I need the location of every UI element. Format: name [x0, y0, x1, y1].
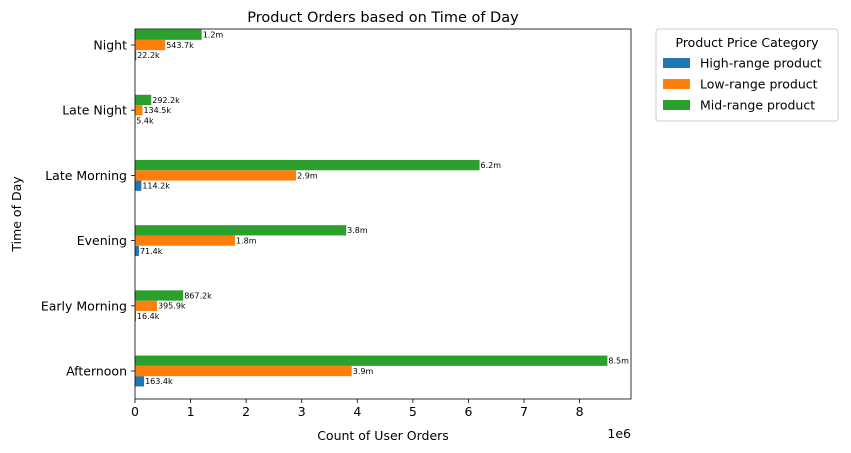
bar — [135, 290, 184, 301]
bar — [135, 180, 142, 191]
data-label: 543.7k — [166, 41, 194, 50]
x-offset-label: 1e6 — [607, 426, 631, 441]
data-label: 395.9k — [158, 302, 186, 311]
bar — [135, 376, 145, 387]
legend-swatch — [663, 100, 690, 110]
bar — [135, 300, 158, 311]
x-tick-label: 3 — [298, 404, 306, 419]
data-label: 134.5k — [143, 106, 171, 115]
data-label: 2.9m — [297, 171, 318, 180]
x-tick-label: 0 — [131, 404, 139, 419]
bar — [135, 355, 608, 366]
legend: Product Price Category High-range produc… — [655, 28, 839, 122]
x-tick-label: 6 — [464, 404, 472, 419]
bar — [135, 29, 202, 40]
x-tick-label: 4 — [353, 404, 361, 419]
bar — [135, 50, 137, 61]
data-label: 3.9m — [353, 367, 374, 376]
data-label: 867.2k — [184, 291, 212, 300]
y-tick-label: Evening — [77, 233, 127, 248]
y-tick-label: Late Night — [62, 103, 127, 118]
bar — [135, 94, 152, 106]
x-tick-label: 2 — [242, 404, 250, 419]
data-label: 5.4k — [136, 116, 154, 125]
legend-entry: Mid-range product — [700, 98, 815, 113]
x-axis-label: Count of User Orders — [317, 428, 449, 443]
x-tick-label: 7 — [520, 404, 528, 419]
x-tick-label: 1 — [187, 404, 195, 419]
y-axis-label: Time of Day — [9, 176, 24, 253]
data-label: 8.5m — [608, 357, 629, 366]
bar — [135, 105, 143, 116]
data-label: 114.2k — [142, 182, 170, 191]
data-label: 22.2k — [137, 51, 160, 60]
legend-swatch — [663, 58, 690, 68]
bar — [135, 245, 139, 257]
bar — [135, 235, 236, 246]
data-label: 3.8m — [347, 226, 368, 235]
y-tick-label: Afternoon — [66, 364, 127, 379]
plot-frame — [134, 28, 632, 400]
y-tick-label: Late Morning — [45, 168, 127, 183]
x-tick-label: 5 — [409, 404, 417, 419]
y-tick-label: Night — [93, 38, 127, 53]
legend-frame — [655, 28, 839, 122]
bar — [135, 225, 347, 236]
bar — [135, 159, 480, 171]
data-label: 6.2m — [481, 161, 502, 170]
data-label: 292.2k — [152, 96, 180, 105]
bar — [135, 39, 166, 51]
legend-entry: High-range product — [700, 56, 822, 71]
data-label: 1.2m — [203, 31, 224, 40]
chart-title: Product Orders based on Time of Day — [247, 10, 519, 26]
data-label: 16.4k — [137, 312, 160, 321]
legend-entry: Low-range product — [700, 77, 818, 92]
bar — [135, 365, 352, 377]
data-label: 163.4k — [145, 377, 173, 386]
data-label: 71.4k — [140, 247, 163, 256]
bar — [135, 310, 136, 322]
data-label: 1.8m — [236, 236, 257, 245]
legend-title: Product Price Category — [676, 35, 820, 50]
x-tick-label: 8 — [576, 404, 584, 419]
bar — [135, 170, 297, 181]
legend-swatch — [663, 79, 690, 89]
y-tick-label: Early Morning — [41, 298, 127, 313]
